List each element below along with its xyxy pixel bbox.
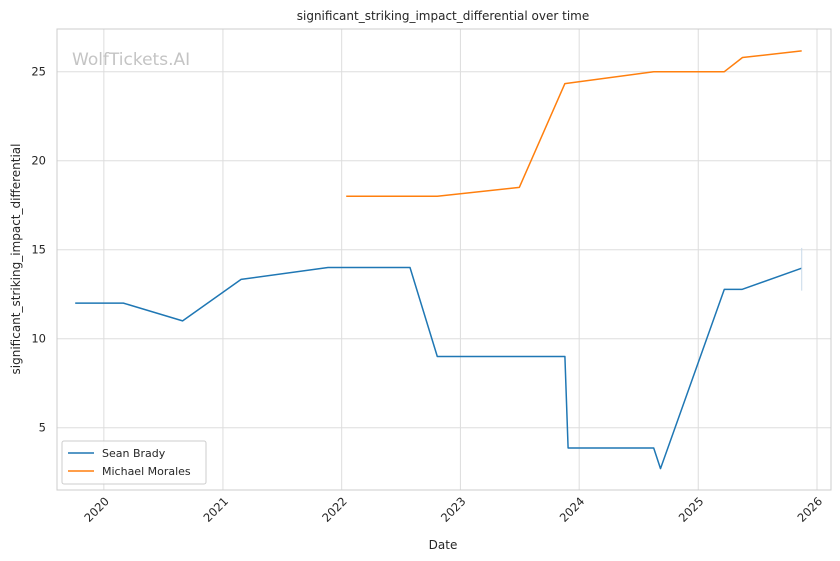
y-tick-label: 5: [39, 421, 46, 435]
chart-title: significant_striking_impact_differential…: [297, 9, 589, 23]
y-tick-label: 20: [31, 154, 46, 168]
x-tick-label: 2024: [557, 494, 588, 525]
legend-label-michael-morales: Michael Morales: [102, 465, 191, 478]
y-axis-title: significant_striking_impact_differential: [9, 144, 23, 375]
series-line-michael-morales: [346, 50, 802, 198]
x-tick-label: 2026: [795, 494, 826, 525]
legend-label-sean-brady: Sean Brady: [102, 447, 166, 460]
x-tick-label: 2025: [676, 494, 707, 525]
x-tick-label: 2021: [200, 494, 231, 525]
watermark-text: WolfTickets.AI: [72, 50, 190, 70]
y-tick-label: 25: [31, 65, 46, 79]
plot-area-frame: [56, 28, 832, 491]
y-tick-label: 10: [31, 332, 46, 346]
x-tick-label: 2020: [81, 494, 112, 525]
x-tick-label: 2022: [319, 494, 350, 525]
y-tick-label: 15: [31, 243, 46, 257]
x-axis-title: Date: [429, 538, 458, 552]
legend-box: [61, 440, 207, 485]
legend: Sean Brady Michael Morales: [61, 440, 207, 485]
series-layer: [75, 50, 803, 470]
series-line-sean-brady: [75, 266, 802, 470]
grid-layer: [57, 29, 831, 490]
x-tick-label: 2023: [438, 494, 469, 525]
